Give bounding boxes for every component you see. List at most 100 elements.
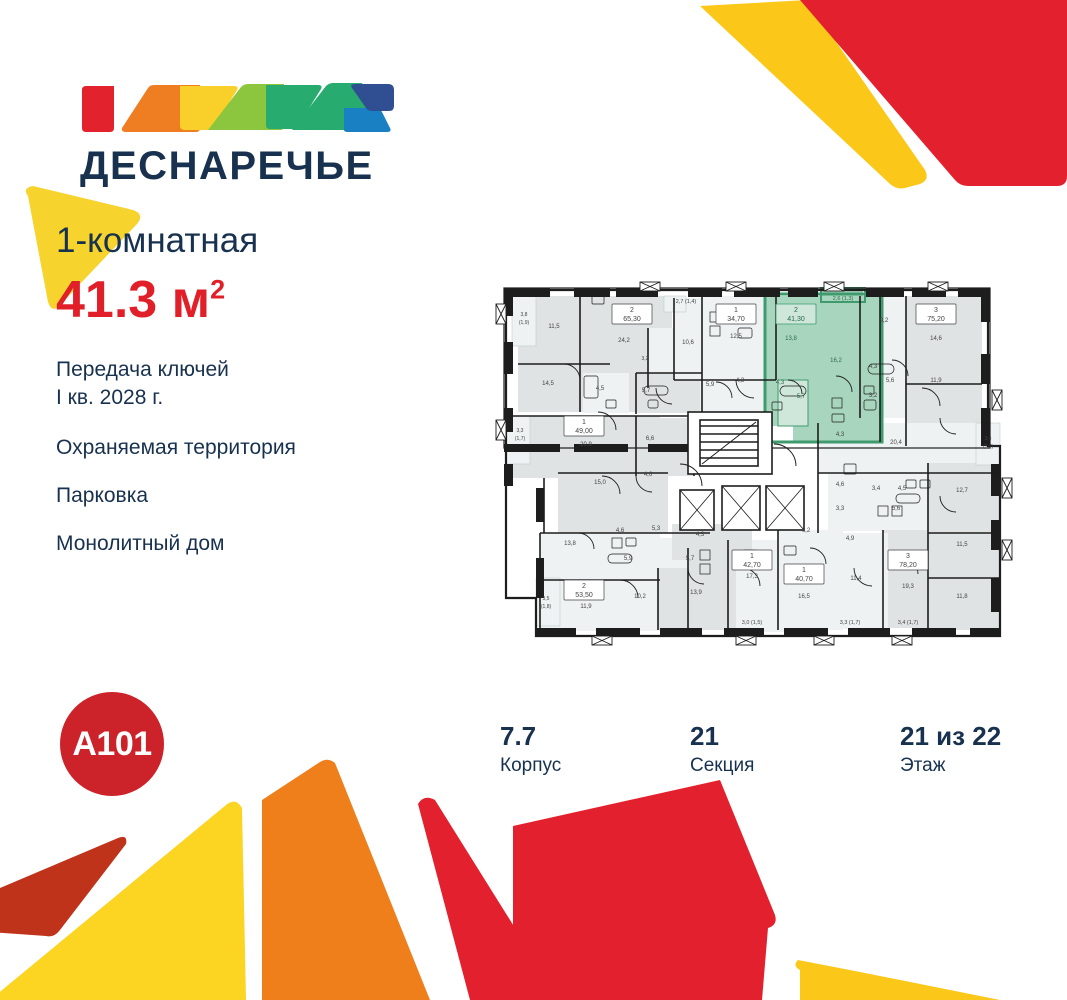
svg-text:11,5: 11,5 [956,542,968,548]
svg-text:5,9: 5,9 [624,556,633,562]
svg-text:34,70: 34,70 [727,316,745,323]
svg-text:4,3: 4,3 [836,432,845,438]
stat-korpus-value: 7.7 [500,721,537,751]
unit-badge-5350: 2 53,50 [563,579,605,601]
svg-text:4,6: 4,6 [644,472,653,478]
svg-text:4,5: 4,5 [898,486,907,492]
unit-badge-highlight: 2 41,30 [775,303,817,325]
svg-text:12,7: 12,7 [956,488,968,494]
svg-text:16,2: 16,2 [830,358,842,364]
svg-text:4,5: 4,5 [596,386,605,392]
svg-text:1: 1 [734,307,738,314]
svg-text:11,4: 11,4 [850,576,862,582]
stat-sektsiya-value: 21 [690,721,719,751]
deco-yellow-triangle-title [25,186,141,309]
unit-badge-4070: 1 40,70 [783,563,825,585]
feature-keys-line2: I кв. 2028 г. [56,386,164,410]
plan-labels: 2 65,30 1 34,70 2 41,30 [515,296,994,626]
svg-text:15,0: 15,0 [594,480,606,486]
svg-text:3,5: 3,5 [543,596,550,602]
plan-walls [495,281,1013,646]
svg-text:4,3: 4,3 [736,378,745,384]
svg-text:4,3: 4,3 [869,364,878,370]
brand-name: ДЕСНАРЕЧЬЕ [80,144,374,188]
deco-yellow-wedge-top [700,0,927,189]
svg-text:65,30: 65,30 [623,316,641,323]
svg-text:3,4: 3,4 [872,486,881,492]
svg-text:(1,7): (1,7) [515,436,526,442]
developer-badge-label: A101 [72,724,152,763]
svg-text:2,6 (1,3): 2,6 (1,3) [833,296,854,302]
stat-etazh: 21 из 22 Этаж [900,722,1001,777]
svg-text:6,2: 6,2 [802,528,811,534]
deco-red-shape-top [800,0,1067,186]
svg-text:6,6: 6,6 [646,436,655,442]
stat-korpus: 7.7 Корпус [500,722,561,777]
feature-monolith: Монолитный дом [56,531,225,555]
svg-text:3,3: 3,3 [517,428,524,434]
stat-sektsiya-caption: Секция [690,754,755,776]
svg-text:4,3: 4,3 [776,380,785,386]
deco-darkred-sliver [0,836,127,937]
stat-etazh-value: 21 из 22 [900,721,1002,751]
svg-text:3,8: 3,8 [521,312,528,318]
svg-text:14,5: 14,5 [542,381,554,387]
svg-text:(1,9): (1,9) [519,320,530,326]
svg-text:24,2: 24,2 [618,338,630,344]
floor-plan-drawing: 2 65,30 1 34,70 2 41,30 [495,281,1013,646]
svg-text:2: 2 [630,307,634,314]
stat-sektsiya: 21 Секция [690,722,754,777]
page-title: 1-комнатная [56,221,259,260]
svg-text:3,0 (1,5): 3,0 (1,5) [742,620,763,626]
svg-text:3: 3 [934,307,938,314]
svg-text:3,2: 3,2 [869,393,878,399]
deco-yellow-sliver-bottomright [795,960,1000,1000]
svg-text:19,3: 19,3 [902,584,914,590]
svg-text:3,3 (1,7): 3,3 (1,7) [840,620,861,626]
svg-text:14,6: 14,6 [930,336,942,342]
svg-text:5,7: 5,7 [642,388,651,394]
svg-text:3: 3 [906,553,910,560]
svg-text:3,3: 3,3 [836,506,845,512]
area-number: 41.3 м [56,270,211,329]
developer-badge: A101 [60,692,164,796]
feature-keys-handover: Передача ключей I кв. 2028 г. [56,356,476,412]
svg-text:5,7: 5,7 [686,556,695,562]
deco-yellow-triangle-bottom [0,801,246,1000]
unit-badge-4900: 1 49,00 [563,415,605,437]
unit-badge-7820: 3 78,20 [887,549,929,571]
svg-text:1: 1 [750,553,754,560]
svg-text:75,20: 75,20 [927,316,945,323]
unit-badge-7520: 3 75,20 [915,303,957,325]
svg-text:12,5: 12,5 [730,334,742,340]
feature-parking: Парковка [56,484,149,508]
area-superscript: 2 [210,274,226,305]
svg-text:5,3: 5,3 [652,526,661,532]
svg-text:(1,8): (1,8) [541,604,552,610]
feature-security: Охраняемая территория [56,436,296,460]
svg-text:10,2: 10,2 [634,594,646,600]
deco-red-shape-bottomcenter [513,780,776,1000]
deco-orange-shape-bottom [262,759,430,1000]
svg-text:2,7 (1,4): 2,7 (1,4) [676,299,697,305]
stat-korpus-caption: Корпус [500,754,562,776]
svg-text:4,6: 4,6 [836,482,845,488]
svg-text:9,2: 9,2 [880,318,889,324]
svg-text:10,6: 10,6 [682,340,694,346]
unit-badge-4270: 1 42,70 [731,549,773,571]
area-value: 41.3 м2 [56,271,476,331]
svg-text:16,5: 16,5 [798,594,810,600]
svg-text:1: 1 [802,567,806,574]
stat-etazh-caption: Этаж [900,754,946,776]
svg-text:53,50: 53,50 [575,592,593,599]
svg-text:5,7: 5,7 [797,394,806,400]
svg-text:4,3: 4,3 [696,532,705,538]
floor-plan: 2 65,30 1 34,70 2 41,30 [488,268,1018,648]
svg-text:5,6: 5,6 [892,506,901,512]
svg-text:2: 2 [582,583,586,590]
svg-text:49,00: 49,00 [575,428,593,435]
svg-text:78,20: 78,20 [899,562,917,569]
feature-keys-line1: Передача ключей [56,358,229,382]
